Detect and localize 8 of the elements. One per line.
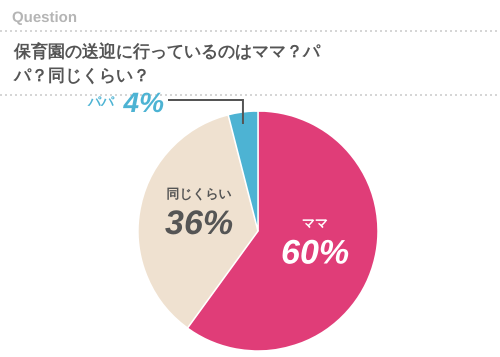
slice-label: ママ <box>302 216 328 231</box>
data-label: 36% <box>165 204 234 242</box>
data-label: 60% <box>281 234 350 272</box>
data-label: 4% <box>122 86 164 118</box>
slice-label: パパ <box>87 94 115 109</box>
text: Question <box>12 9 78 26</box>
chart-title: 保育園の送迎に行っているのはママ？パパ？同じくらい？ <box>13 41 321 85</box>
slice-label: 同じくらい <box>166 186 232 201</box>
